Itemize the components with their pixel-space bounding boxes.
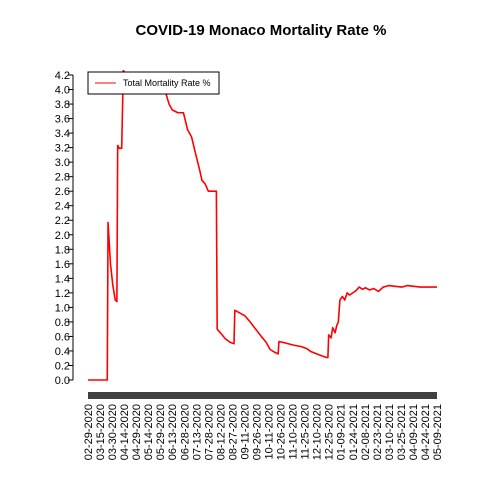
chart-title: COVID-19 Monaco Mortality Rate %: [136, 22, 387, 39]
x-tick-label: 12-10-2020: [312, 404, 324, 460]
x-tick-label: 06-28-2020: [179, 404, 191, 460]
x-tick-label: 04-29-2020: [131, 404, 143, 460]
x-tick-label: 02-08-2021: [360, 404, 372, 460]
y-tick-label: 1.2: [55, 288, 70, 300]
x-tick-label: 08-27-2020: [227, 404, 239, 460]
x-tick-label: 03-10-2021: [384, 404, 396, 460]
x-tick-label: 03-15-2020: [95, 404, 107, 460]
x-axis: 02-29-2020 03-15-2020 03-30-2020 04-14-2020…: [83, 392, 444, 460]
x-tick-label: 12-25-2020: [324, 404, 336, 460]
y-tick-label: 2.6: [55, 186, 70, 198]
y-tick-label: 2.2: [55, 215, 70, 227]
x-tick-label: 11-10-2020: [288, 404, 300, 459]
y-tick-label: 2.8: [55, 172, 70, 184]
x-tick-label: 04-14-2020: [119, 404, 131, 460]
y-tick-label: 3.0: [55, 157, 70, 169]
y-tick-label: 0.0: [55, 375, 70, 387]
y-tick-label: 4.0: [55, 85, 70, 97]
y-tick-label: 3.8: [55, 99, 70, 111]
x-tick-label: 05-29-2020: [155, 404, 167, 460]
y-tick-label: 3.2: [55, 143, 70, 155]
x-tick-label: 07-28-2020: [203, 404, 215, 460]
x-tick-label: 04-24-2021: [420, 404, 432, 460]
x-tick-label: 05-14-2020: [143, 404, 155, 460]
x-tick-band: [88, 392, 437, 399]
series-layer: [88, 69, 437, 381]
y-axis: 0.0 0.2 0.4 0.6 0.8 1.0 1.2 1.4 1.6 1.8 2.0 2.2 2.4 2…: [55, 70, 74, 387]
y-tick-label: 3.6: [55, 114, 70, 126]
legend: Total Mortality Rate %: [87, 71, 220, 95]
y-tick-label: 1.6: [55, 259, 70, 271]
y-tick-label: 1.0: [55, 302, 70, 314]
x-tick-label: 10-26-2020: [276, 404, 288, 460]
y-tick-label: 1.4: [55, 273, 70, 285]
legend-label: Total Mortality Rate %: [123, 78, 211, 88]
x-tick-label: 02-29-2020: [83, 404, 95, 460]
y-tick-label: 3.4: [55, 128, 70, 140]
series-line: [88, 69, 437, 381]
x-tick-label: 07-13-2020: [191, 404, 203, 460]
y-tick-label: 1.8: [55, 244, 70, 256]
x-tick-label: 03-25-2021: [396, 404, 408, 460]
x-tick-label: 10-11-2020: [264, 404, 276, 459]
x-tick-label: 01-24-2021: [348, 404, 360, 460]
x-tick-label: 09-26-2020: [251, 404, 263, 460]
x-tick-label: 01-09-2021: [336, 404, 348, 460]
y-tick-label: 2.4: [55, 201, 70, 213]
y-tick-label: 0.2: [55, 360, 70, 372]
x-tick-label: 11-25-2020: [300, 404, 312, 459]
x-tick-label: 08-12-2020: [215, 404, 227, 460]
legend-box: [87, 71, 220, 95]
y-tick-label: 2.0: [55, 230, 70, 242]
x-tick-label: 04-09-2021: [408, 404, 420, 460]
x-tick-label: 02-23-2021: [372, 404, 384, 460]
y-tick-label: 0.6: [55, 331, 70, 343]
x-tick-label: 06-13-2020: [167, 404, 179, 460]
x-tick-label: 05-09-2021: [432, 404, 444, 460]
x-tick-label: 09-11-2020: [239, 404, 251, 459]
y-tick-label: 0.8: [55, 317, 70, 329]
y-tick-label: 0.4: [55, 346, 70, 358]
y-tick-label: 4.2: [55, 70, 70, 82]
x-tick-label: 03-30-2020: [107, 404, 119, 460]
